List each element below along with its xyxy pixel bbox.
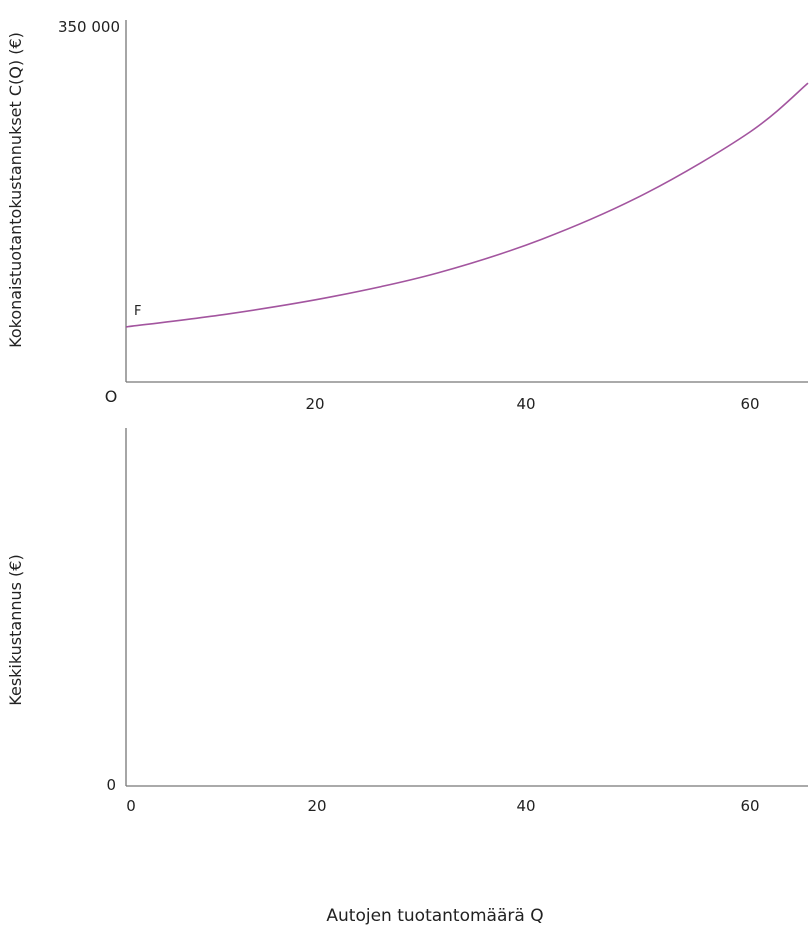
origin-label: O — [105, 387, 118, 406]
fixed-cost-annotation: F — [134, 304, 141, 319]
x-tick-label: 20 — [307, 797, 326, 815]
x-tick-label: 60 — [740, 395, 759, 413]
y-axis-label: Kokonaistuotantokustannukset C(Q) (€) — [6, 32, 25, 348]
x-tick-label: 20 — [305, 395, 324, 413]
y-axis-label: Keskikustannus (€) — [6, 554, 25, 705]
x-tick-label: 60 — [740, 797, 759, 815]
x-tick-label: 40 — [516, 797, 535, 815]
x-tick-label: 0 — [126, 797, 136, 815]
total-cost-curve — [125, 82, 809, 328]
average-cost-chart: 0 0 20 40 60 Keskikustannus (€) Autojen … — [6, 428, 808, 926]
x-tick-label: 40 — [516, 395, 535, 413]
x-axis-label: Autojen tuotantomäärä Q — [326, 906, 543, 926]
y-tick-label: 0 — [106, 776, 116, 794]
total-cost-chart: 350 000 O 20 40 60 F Kokonaistuotantokus… — [6, 18, 809, 413]
y-tick-label: 350 000 — [58, 18, 120, 36]
